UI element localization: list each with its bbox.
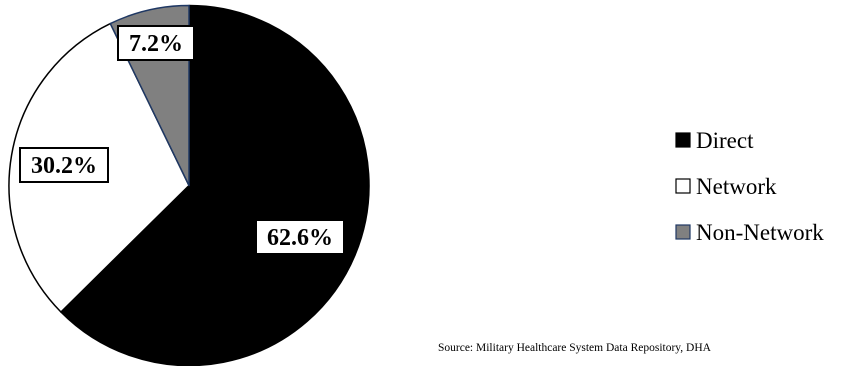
- legend-label: Network: [696, 174, 777, 199]
- source-note: Source: Military Healthcare System Data …: [438, 342, 712, 354]
- data-labels: 62.6% 30.2% 7.2%: [19, 25, 345, 255]
- data-label-direct: 62.6%: [255, 219, 345, 255]
- legend-swatch: [675, 224, 691, 240]
- data-label-box: [19, 147, 109, 183]
- legend-label: Direct: [696, 128, 754, 153]
- data-label-text: 7.2%: [129, 31, 183, 57]
- pie-slice-direct: [60, 4, 370, 366]
- data-label-text: 30.2%: [31, 153, 97, 179]
- data-label-text: 62.6%: [267, 225, 333, 251]
- legend-item-network: Network: [675, 174, 777, 199]
- data-label-network: 30.2%: [19, 147, 109, 183]
- data-label-box: [117, 25, 195, 61]
- data-label-box: [255, 219, 345, 255]
- legend: Direct Network Non-Network: [675, 128, 824, 245]
- legend-swatch: [675, 178, 691, 194]
- data-label-non-network: 7.2%: [117, 25, 195, 61]
- legend-item-direct: Direct: [675, 128, 754, 153]
- legend-label: Non-Network: [696, 220, 824, 245]
- legend-item-non-network: Non-Network: [675, 220, 824, 245]
- legend-swatch: [675, 132, 691, 148]
